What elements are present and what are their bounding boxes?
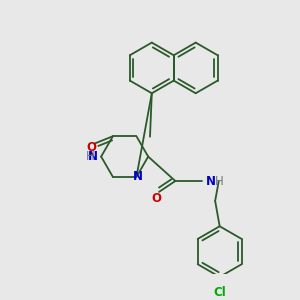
Text: N: N xyxy=(206,175,216,188)
Text: N: N xyxy=(133,170,143,184)
Text: O: O xyxy=(151,192,161,205)
Text: H: H xyxy=(215,175,224,188)
Text: N: N xyxy=(88,150,98,163)
Text: H: H xyxy=(86,150,95,163)
Text: O: O xyxy=(86,142,96,154)
Text: Cl: Cl xyxy=(213,286,226,299)
